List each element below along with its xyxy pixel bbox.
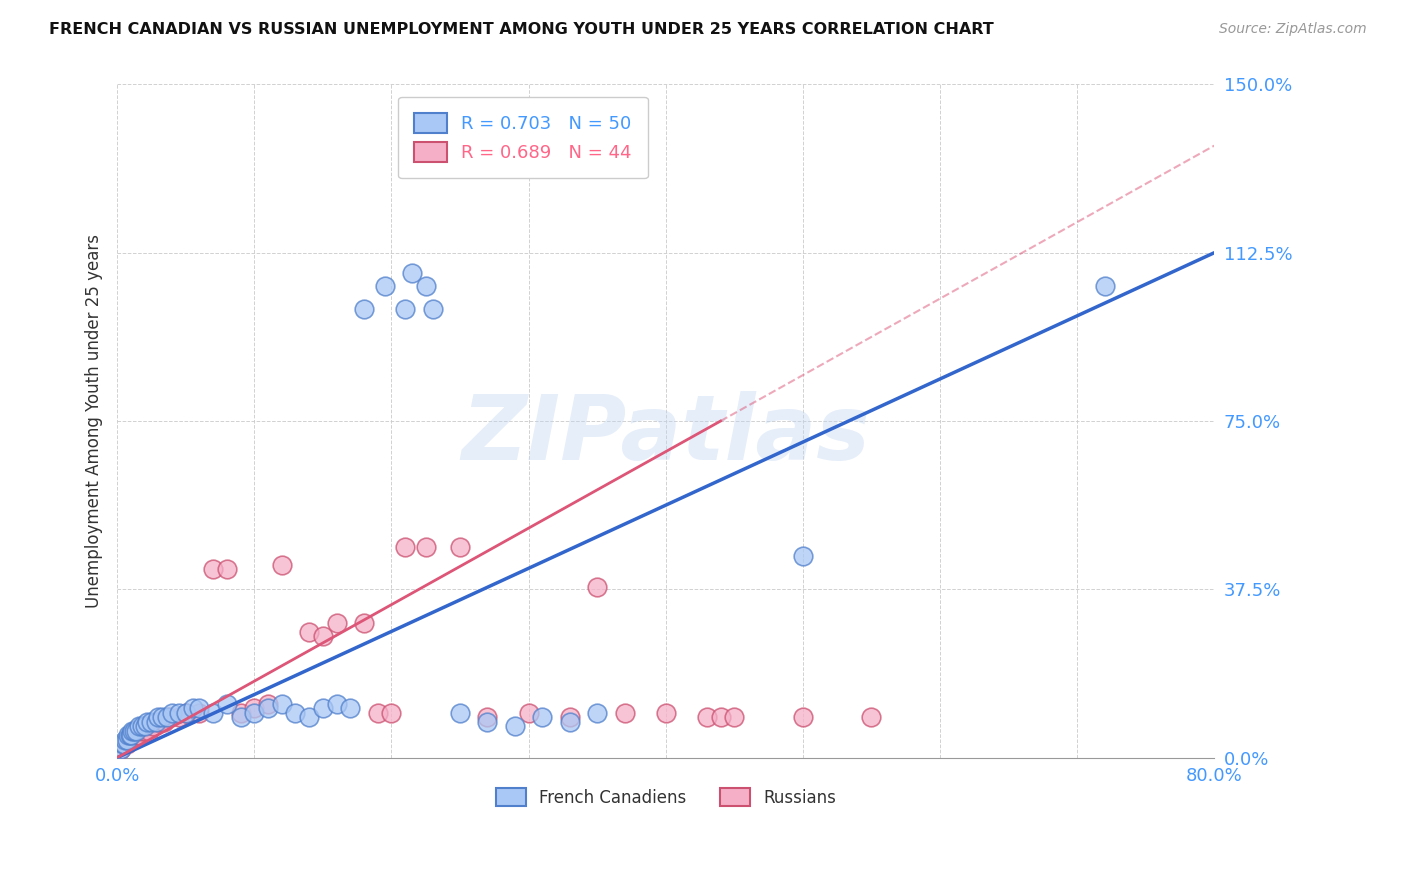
Point [257, 701, 280, 715]
Point [696, 710, 718, 724]
Point [120, 732, 142, 747]
Point [401, 266, 423, 280]
Point [517, 706, 540, 720]
Point [422, 301, 444, 316]
Point [312, 701, 335, 715]
Point [114, 732, 136, 747]
Point [229, 706, 252, 720]
Point [243, 706, 266, 720]
Point [415, 279, 437, 293]
Point [131, 719, 153, 733]
Point [477, 710, 499, 724]
Point [121, 723, 143, 738]
Point [145, 714, 167, 729]
Point [325, 697, 347, 711]
Point [131, 723, 153, 738]
Point [174, 706, 197, 720]
Point [152, 710, 174, 724]
Point [1094, 279, 1116, 293]
Point [654, 706, 676, 720]
Point [380, 706, 402, 720]
Point [503, 719, 526, 733]
Point [122, 728, 145, 742]
Point [257, 697, 280, 711]
Y-axis label: Unemployment Among Youth under 25 years: Unemployment Among Youth under 25 years [86, 234, 103, 608]
Point [112, 737, 135, 751]
Text: ZIPatlas: ZIPatlas [461, 391, 870, 478]
Point [167, 706, 190, 720]
Point [115, 737, 138, 751]
Point [229, 710, 252, 724]
Point [148, 714, 170, 729]
Point [215, 562, 238, 576]
Point [174, 706, 197, 720]
Point [298, 710, 321, 724]
Point [860, 710, 883, 724]
Point [415, 540, 437, 554]
Point [792, 549, 814, 563]
Point [118, 728, 141, 742]
Point [613, 706, 636, 720]
Point [243, 701, 266, 715]
Point [270, 558, 292, 572]
Point [112, 737, 135, 751]
Point [118, 732, 141, 747]
Point [215, 697, 238, 711]
Point [339, 701, 361, 715]
Point [181, 701, 204, 715]
Point [128, 719, 150, 733]
Point [120, 728, 142, 742]
Point [325, 615, 347, 630]
Point [160, 706, 183, 720]
Point [558, 714, 581, 729]
Point [153, 714, 176, 729]
Point [284, 706, 307, 720]
Point [188, 701, 211, 715]
Point [202, 706, 225, 720]
Point [531, 710, 554, 724]
Point [122, 723, 145, 738]
Point [157, 710, 180, 724]
Point [202, 562, 225, 576]
Point [134, 723, 156, 738]
Point [110, 741, 132, 756]
Point [136, 714, 159, 729]
Point [792, 710, 814, 724]
Point [723, 710, 745, 724]
Text: Source: ZipAtlas.com: Source: ZipAtlas.com [1219, 22, 1367, 37]
Point [188, 706, 211, 720]
Point [374, 279, 396, 293]
Point [155, 710, 177, 724]
Point [117, 728, 139, 742]
Point [125, 723, 148, 738]
Point [449, 706, 471, 720]
Point [128, 728, 150, 742]
Point [125, 728, 148, 742]
Point [558, 710, 581, 724]
Point [586, 580, 609, 594]
Point [449, 540, 471, 554]
Legend: French Canadiens, Russians: French Canadiens, Russians [489, 781, 842, 814]
Point [148, 710, 170, 724]
Point [111, 737, 134, 751]
Point [477, 714, 499, 729]
Point [134, 719, 156, 733]
Point [142, 719, 165, 733]
Point [270, 697, 292, 711]
Point [394, 301, 416, 316]
Point [167, 710, 190, 724]
Point [353, 615, 375, 630]
Point [586, 706, 609, 720]
Point [312, 630, 335, 644]
Point [353, 301, 375, 316]
Point [298, 624, 321, 639]
Point [394, 540, 416, 554]
Point [115, 732, 138, 747]
Text: FRENCH CANADIAN VS RUSSIAN UNEMPLOYMENT AMONG YOUTH UNDER 25 YEARS CORRELATION C: FRENCH CANADIAN VS RUSSIAN UNEMPLOYMENT … [49, 22, 994, 37]
Point [138, 723, 160, 738]
Point [141, 714, 163, 729]
Point [367, 706, 389, 720]
Point [709, 710, 731, 724]
Point [110, 741, 132, 756]
